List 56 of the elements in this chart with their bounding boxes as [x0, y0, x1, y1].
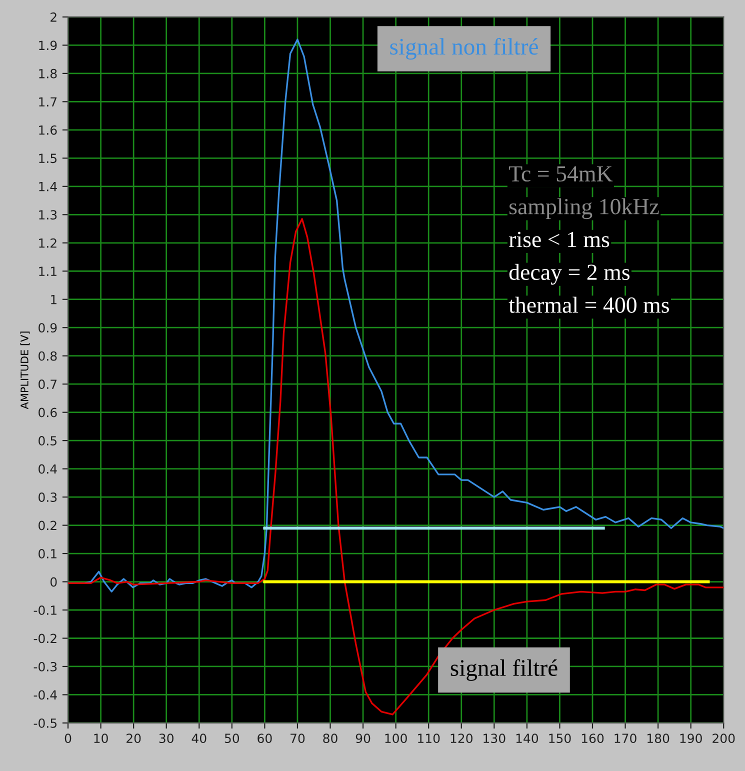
y-tick-label: 0.7	[38, 380, 57, 390]
x-tick-label: 110	[418, 734, 440, 744]
x-tick-label: 40	[192, 734, 206, 744]
y-tick-label: 0.3	[38, 492, 57, 502]
y-tick-label: 1.4	[39, 182, 57, 192]
x-tick-label: 120	[450, 734, 472, 744]
x-tick-label: 30	[159, 734, 174, 744]
y-tick-label: 2	[50, 12, 56, 22]
line-series	[68, 218, 724, 716]
y-tick-label: -0.3	[34, 662, 57, 672]
x-tick-label: 50	[224, 734, 240, 744]
series-label: signal filtré	[450, 659, 558, 681]
x-tick-label: 80	[323, 734, 338, 744]
annotation: Tc = 54mK	[508, 166, 613, 182]
x-tick-label: 20	[126, 734, 141, 744]
y-tick-label: 1.7	[39, 97, 57, 106]
x-tick-label: 150	[549, 734, 571, 744]
x-tick-label: 60	[258, 734, 272, 744]
y-tick-label: 1.8	[39, 68, 57, 78]
y-tick-label: -0.4	[34, 690, 57, 700]
x-tick-label: 140	[516, 734, 538, 744]
y-tick-label: 0.8	[38, 351, 57, 361]
y-tick-label: 0	[50, 577, 57, 587]
x-tick-label: 190	[680, 734, 702, 744]
y-tick-label: 1	[51, 295, 56, 304]
y-tick-label: 1.5	[39, 154, 57, 164]
x-tick-label: 10	[94, 734, 108, 744]
y-tick-label: 0.4	[38, 464, 57, 474]
y-axis-title: AMPLITUDE [V]	[20, 332, 30, 410]
y-tick-label: -0.1	[34, 605, 56, 615]
x-tick-label: 160	[582, 734, 604, 744]
y-tick-label: 0.5	[38, 436, 57, 446]
x-tick-label: 200	[712, 734, 735, 744]
x-tick-label: 100	[385, 734, 407, 744]
y-tick-label: 0.6	[38, 408, 57, 418]
annotation: decay = 2 ms	[509, 264, 630, 285]
y-tick-label: 0.2	[38, 520, 56, 530]
x-tick-label: 130	[484, 734, 506, 744]
y-tick-label: 0.1	[38, 548, 56, 558]
y-tick-label: 1.9	[39, 40, 57, 50]
y-tick-label: 1.3	[39, 210, 57, 220]
annotation: sampling 10kHz	[510, 198, 659, 220]
x-tick-label: 70	[290, 734, 305, 744]
annotation: rise < 1 ms	[509, 232, 610, 248]
y-tick-label: -0.5	[34, 718, 57, 728]
y-tick-label: 1.2	[39, 238, 56, 248]
x-tick-label: 170	[614, 734, 636, 744]
x-tick-label: 0	[64, 734, 72, 744]
annotation: thermal = 400 ms	[508, 296, 669, 313]
text: signal non filtré	[390, 38, 538, 60]
x-tick-label: 90	[356, 734, 370, 744]
y-tick-label: 0.9	[38, 323, 57, 333]
x-tick-label: 180	[648, 734, 670, 744]
y-tick-label: -0.2	[34, 634, 56, 644]
y-tick-label: 1.1	[39, 266, 56, 276]
y-tick-label: 1.6	[39, 125, 57, 135]
